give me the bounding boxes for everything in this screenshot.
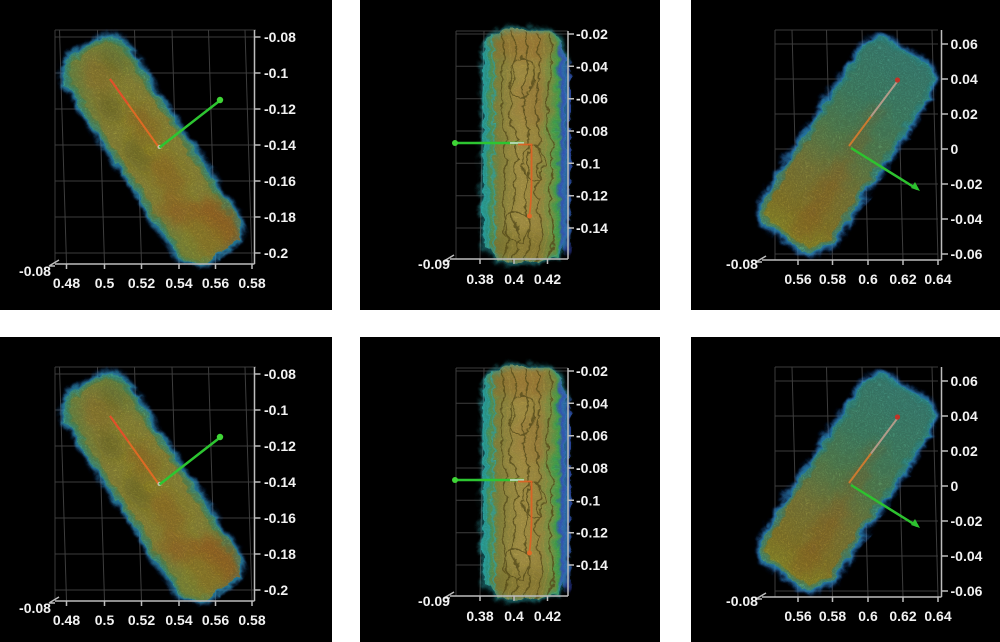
svg-text:0.5: 0.5 — [95, 275, 115, 291]
svg-text:0.38: 0.38 — [466, 271, 493, 287]
svg-text:-0.09: -0.09 — [418, 256, 450, 272]
svg-text:0.04: 0.04 — [951, 71, 978, 87]
svg-text:0.06: 0.06 — [951, 36, 978, 52]
svg-text:0.52: 0.52 — [128, 275, 155, 291]
svg-text:0.42: 0.42 — [534, 271, 561, 287]
svg-text:-0.12: -0.12 — [576, 188, 608, 204]
svg-text:-0.08: -0.08 — [264, 29, 296, 45]
svg-text:0.56: 0.56 — [202, 275, 229, 291]
svg-text:-0.04: -0.04 — [951, 211, 983, 227]
svg-text:-0.14: -0.14 — [264, 137, 296, 153]
svg-text:-0.08: -0.08 — [726, 256, 758, 272]
svg-text:-0.08: -0.08 — [19, 263, 51, 279]
svg-text:0.58: 0.58 — [238, 275, 265, 291]
svg-text:0.4: 0.4 — [504, 271, 524, 287]
svg-text:0.48: 0.48 — [53, 275, 80, 291]
svg-text:-0.02: -0.02 — [951, 176, 983, 192]
svg-text:0: 0 — [951, 141, 959, 157]
svg-text:0.58: 0.58 — [819, 271, 846, 287]
svg-text:-0.1: -0.1 — [576, 155, 600, 171]
svg-text:-0.06: -0.06 — [576, 91, 608, 107]
svg-text:-0.04: -0.04 — [576, 58, 608, 74]
svg-text:0.64: 0.64 — [924, 271, 951, 287]
svg-text:-0.06: -0.06 — [951, 246, 983, 262]
svg-text:-0.18: -0.18 — [264, 209, 296, 225]
svg-text:0.56: 0.56 — [784, 271, 811, 287]
svg-text:0.6: 0.6 — [858, 271, 878, 287]
svg-text:-0.16: -0.16 — [264, 173, 296, 189]
svg-text:0.02: 0.02 — [951, 106, 978, 122]
svg-text:-0.08: -0.08 — [576, 123, 608, 139]
svg-text:0.62: 0.62 — [889, 271, 916, 287]
svg-text:-0.12: -0.12 — [264, 101, 296, 117]
svg-text:-0.02: -0.02 — [576, 26, 608, 42]
svg-text:-0.1: -0.1 — [264, 65, 288, 81]
svg-text:0.54: 0.54 — [165, 275, 192, 291]
svg-text:-0.14: -0.14 — [576, 220, 608, 236]
svg-text:-0.2: -0.2 — [264, 245, 288, 261]
